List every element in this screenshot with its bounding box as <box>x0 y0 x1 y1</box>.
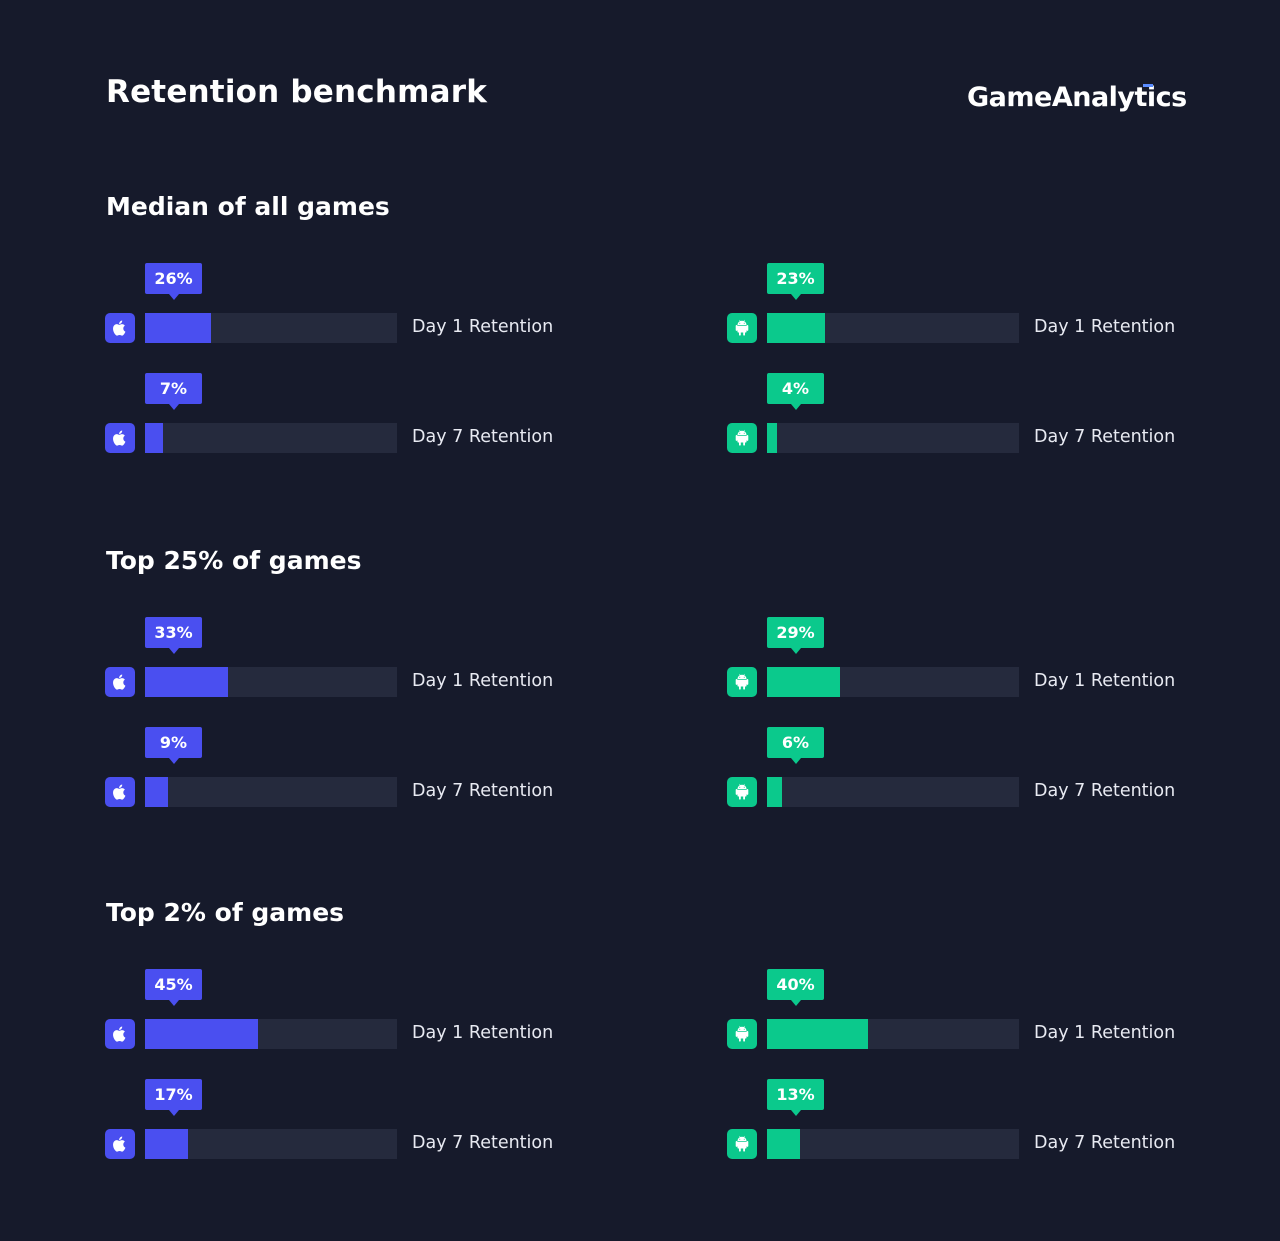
metric-label: Day 7 Retention <box>412 1133 554 1153</box>
metric-label: Day 1 Retention <box>1034 1023 1176 1043</box>
bar-track <box>767 313 1019 343</box>
bar-track <box>145 423 397 453</box>
bar-track <box>767 777 1019 807</box>
bar-fill <box>767 667 841 697</box>
bar-row-android: 23% Day 1 Retention <box>727 263 1187 353</box>
bar-fill <box>145 313 211 343</box>
bar-row-android: 40% Day 1 Retention <box>727 969 1187 1059</box>
metric-label: Day 1 Retention <box>412 671 554 691</box>
metric-label: Day 7 Retention <box>412 427 554 447</box>
chart-section: Top 25% of games 33% Day 1 Retention 9% Day … <box>0 546 1280 876</box>
metric-label: Day 7 Retention <box>1034 1133 1176 1153</box>
bar-fill <box>767 1129 800 1159</box>
apple-icon <box>105 777 135 807</box>
bar-row-ios: 33% Day 1 Retention <box>105 617 565 707</box>
value-tag: 23% <box>767 263 824 300</box>
bar-row-ios: 9% Day 7 Retention <box>105 727 565 817</box>
android-icon <box>727 667 757 697</box>
brand-logo: GameAnalytics <box>967 82 1187 113</box>
android-icon <box>727 1129 757 1159</box>
value-tag: 6% <box>767 727 824 764</box>
android-icon <box>727 313 757 343</box>
bar-fill <box>767 777 783 807</box>
bar-fill <box>767 1019 868 1049</box>
bar-fill <box>145 1019 259 1049</box>
page-title: Retention benchmark <box>106 74 488 110</box>
bar-row-ios: 26% Day 1 Retention <box>105 263 565 353</box>
value-tag: 29% <box>767 617 824 654</box>
apple-icon <box>105 423 135 453</box>
bar-track <box>145 667 397 697</box>
chart-section: Median of all games 26% Day 1 Retention 7% D… <box>0 192 1280 522</box>
android-icon <box>727 423 757 453</box>
value-tag: 9% <box>145 727 202 764</box>
bar-track <box>145 1019 397 1049</box>
value-tag: 45% <box>145 969 202 1006</box>
android-icon <box>727 1019 757 1049</box>
metric-label: Day 7 Retention <box>1034 427 1176 447</box>
metric-label: Day 1 Retention <box>1034 317 1176 337</box>
apple-icon <box>105 667 135 697</box>
bar-track <box>767 1019 1019 1049</box>
bar-fill <box>767 423 778 453</box>
bar-row-ios: 17% Day 7 Retention <box>105 1079 565 1169</box>
metric-label: Day 1 Retention <box>412 1023 554 1043</box>
value-tag: 33% <box>145 617 202 654</box>
bar-fill <box>145 667 229 697</box>
metric-label: Day 7 Retention <box>1034 781 1176 801</box>
bar-track <box>145 777 397 807</box>
bar-fill <box>145 423 163 453</box>
bar-row-android: 4% Day 7 Retention <box>727 373 1187 463</box>
section-title: Median of all games <box>106 192 390 221</box>
section-title: Top 2% of games <box>106 898 345 927</box>
bar-track <box>145 1129 397 1159</box>
bar-row-android: 6% Day 7 Retention <box>727 727 1187 817</box>
metric-label: Day 7 Retention <box>412 781 554 801</box>
section-title: Top 25% of games <box>106 546 362 575</box>
value-tag: 17% <box>145 1079 202 1116</box>
bar-track <box>145 313 397 343</box>
bar-row-ios: 45% Day 1 Retention <box>105 969 565 1059</box>
bar-track <box>767 667 1019 697</box>
bar-row-ios: 7% Day 7 Retention <box>105 373 565 463</box>
value-tag: 4% <box>767 373 824 410</box>
bar-row-android: 13% Day 7 Retention <box>727 1079 1187 1169</box>
bar-track <box>767 423 1019 453</box>
bar-fill <box>767 313 825 343</box>
chart-section: Top 2% of games 45% Day 1 Retention 17% Day … <box>0 898 1280 1228</box>
android-icon <box>727 777 757 807</box>
brand-logo-text: GameAnalytics <box>967 82 1187 113</box>
brand-logo-accent <box>1142 84 1153 87</box>
bar-fill <box>145 1129 188 1159</box>
apple-icon <box>105 313 135 343</box>
value-tag: 7% <box>145 373 202 410</box>
metric-label: Day 1 Retention <box>1034 671 1176 691</box>
apple-icon <box>105 1019 135 1049</box>
value-tag: 13% <box>767 1079 824 1116</box>
bar-fill <box>145 777 168 807</box>
value-tag: 40% <box>767 969 824 1006</box>
metric-label: Day 1 Retention <box>412 317 554 337</box>
value-tag: 26% <box>145 263 202 300</box>
apple-icon <box>105 1129 135 1159</box>
bar-row-android: 29% Day 1 Retention <box>727 617 1187 707</box>
bar-track <box>767 1129 1019 1159</box>
